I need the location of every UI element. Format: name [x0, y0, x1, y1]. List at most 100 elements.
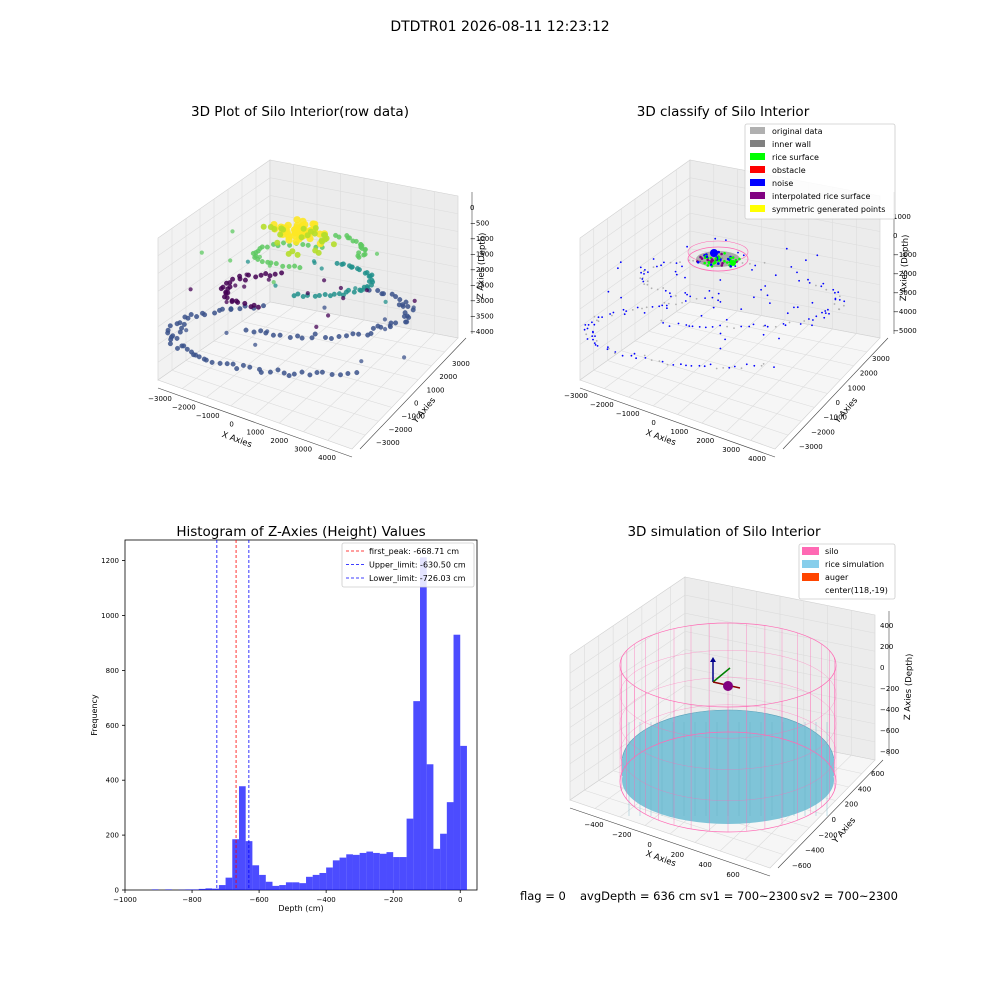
scatter-point	[675, 273, 678, 276]
histogram-bar	[393, 857, 400, 890]
scatter-point	[255, 304, 261, 310]
grid-line	[579, 266, 881, 345]
scatter-point	[639, 277, 642, 279]
scatter-point	[643, 273, 645, 275]
scatter-point	[763, 261, 766, 264]
scatter-point	[837, 291, 840, 294]
x-axis-line	[569, 807, 771, 877]
scatter-point	[286, 373, 292, 379]
scatter-point	[359, 359, 364, 364]
scatter-point	[823, 316, 826, 319]
tick-label: −2000	[590, 401, 614, 409]
scatter-point	[782, 323, 785, 325]
scatter-point	[292, 263, 298, 269]
scatter-point	[403, 319, 409, 325]
scatter-point	[752, 323, 755, 326]
scatter-point	[592, 330, 594, 333]
scatter-point	[699, 255, 702, 259]
scatter-point	[328, 336, 334, 341]
scatter-point	[811, 301, 814, 304]
panel-simulation-3d: 3D simulation of Silo Interior −400 −200 0…	[569, 524, 915, 879]
scatter-point	[365, 332, 371, 338]
scatter-point	[322, 278, 327, 283]
grid-line	[227, 330, 419, 380]
scatter-point	[281, 240, 286, 246]
scatter-point	[322, 292, 328, 297]
scatter-point	[734, 258, 738, 262]
status-sv2: sv2 = 700~2300	[800, 889, 898, 903]
scatter-point	[640, 271, 642, 274]
scatter-point	[741, 262, 744, 264]
scatter-point	[244, 272, 249, 277]
scatter-point	[665, 304, 668, 307]
y-tick-label: 400	[106, 777, 119, 785]
scatter-point	[265, 329, 270, 334]
x-tick-label: 0	[458, 896, 462, 904]
auger-y-arrow	[712, 667, 731, 683]
scatter-point	[364, 270, 370, 276]
scatter-point	[387, 323, 392, 328]
grid-line	[569, 667, 876, 746]
scatter-point	[174, 335, 180, 341]
tick-label: 1000	[848, 384, 866, 392]
y-tick-label: 600	[106, 722, 119, 730]
scatter-point	[361, 287, 366, 292]
tick-label: 600	[726, 871, 739, 879]
scatter-point	[257, 366, 262, 372]
scatter-point	[764, 324, 766, 327]
scatter-point	[753, 296, 755, 299]
scatter-point	[690, 365, 693, 367]
scatter-point	[661, 304, 664, 307]
legend-label: rice simulation	[825, 560, 884, 569]
scatter-point	[698, 364, 701, 367]
scatter-point	[583, 328, 586, 331]
panel3-x-ticks: −1000 −800 −600 −400 −200 0	[113, 890, 462, 904]
panel1-title: 3D Plot of Silo Interior(row data)	[191, 104, 409, 120]
scatter-point	[259, 259, 265, 265]
tick-label: −1000	[893, 251, 917, 259]
scatter-point	[274, 239, 281, 246]
legend-swatch	[802, 560, 819, 568]
y-tick-label: 0	[115, 887, 119, 895]
scatter-point	[660, 319, 663, 322]
legend-label: inner wall	[772, 140, 811, 149]
scatter-point	[723, 259, 726, 263]
y-axis-line	[777, 759, 884, 869]
tick-label: −2000	[811, 428, 835, 436]
scatter-point	[698, 326, 701, 328]
scatter-point	[592, 338, 594, 341]
scatter-point	[718, 256, 721, 260]
histogram-bar	[352, 854, 360, 890]
histogram-bar	[238, 786, 246, 890]
histogram-bar	[225, 877, 233, 890]
scatter-point	[681, 265, 683, 268]
inner-wall-ring	[687, 246, 749, 272]
histogram-bar	[218, 885, 226, 890]
scatter-point	[706, 264, 710, 267]
panel4-auger-marker	[710, 657, 741, 691]
tick-label: −200	[612, 831, 631, 839]
tick-label: −3000	[564, 392, 588, 400]
scatter-point	[663, 301, 666, 304]
tick-label: −200	[818, 831, 837, 839]
scatter-point	[738, 257, 741, 261]
scatter-point	[289, 248, 296, 255]
scatter-point	[315, 249, 322, 256]
scatter-point	[805, 259, 807, 262]
x-axis-line	[157, 387, 353, 458]
figure-suptitle: DTDTR01 2026-08-11 12:23:12	[390, 19, 609, 35]
panel2-title: 3D classify of Silo Interior	[637, 104, 810, 120]
tick-label: −1000	[470, 235, 494, 243]
tick-label: −1500	[470, 251, 494, 259]
scatter-point	[719, 301, 722, 303]
legend-swatch	[750, 192, 765, 199]
scatter-point	[319, 266, 324, 271]
panel1-z-ticks: 0 −500 −1000 −1500 −2000 −2500 −3000 −3500 −4000	[470, 204, 494, 336]
scatter-point	[703, 365, 706, 368]
scatter-point	[796, 306, 799, 309]
scatter-point	[834, 298, 837, 301]
histogram-bar	[433, 848, 441, 890]
scatter-point	[266, 277, 271, 282]
histogram-bar	[346, 854, 353, 890]
